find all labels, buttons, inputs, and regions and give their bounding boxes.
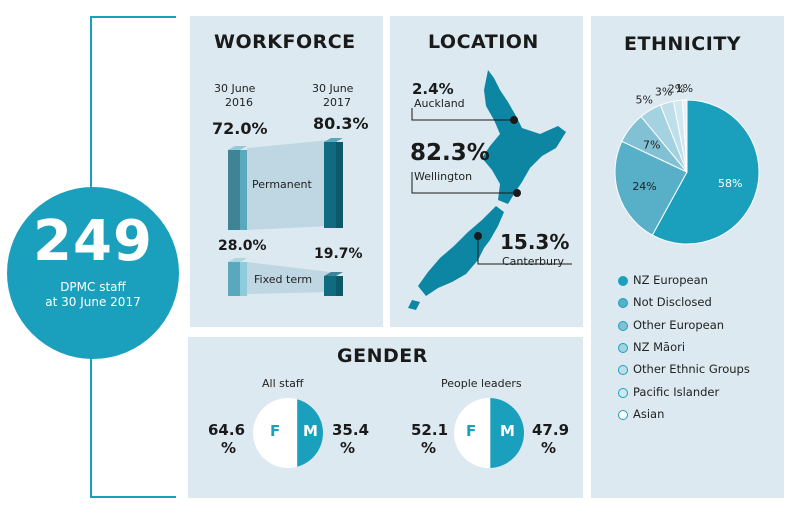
gender-male-half xyxy=(490,398,524,468)
ethnicity-pie-chart: 58% 24% 7% 5%3%2%1% xyxy=(614,82,760,245)
fixed-2017-bar-front xyxy=(324,276,336,296)
date-2017-line2: 2017 xyxy=(323,96,351,109)
legend-label: NZ Māori xyxy=(633,340,686,354)
wellington-marker xyxy=(513,189,521,197)
pie-data-label: 1% xyxy=(676,82,693,95)
permanent-2016-bar-side xyxy=(240,150,247,230)
leaders-gender-donut xyxy=(454,398,524,468)
pie-data-label: 58% xyxy=(718,177,742,190)
wellington-label: Wellington xyxy=(414,170,473,183)
workforce-title: WORKFORCE xyxy=(214,31,356,53)
headcount-number: 249 xyxy=(33,209,153,274)
all-staff-m-value: 35.4 xyxy=(332,421,370,439)
all-staff-m-pct: % xyxy=(340,439,356,457)
pie-data-label: 7% xyxy=(643,139,660,152)
canterbury-value: 15.3% xyxy=(500,230,570,254)
headcount-label-1: DPMC staff xyxy=(60,280,126,294)
permanent-2016-bar-front xyxy=(228,150,240,230)
leaders-f-letter: F xyxy=(466,422,477,440)
legend-swatch xyxy=(618,298,628,308)
permanent-label: Permanent xyxy=(252,178,312,191)
legend-label: NZ European xyxy=(633,273,708,287)
headcount-label-2: at 30 June 2017 xyxy=(45,295,141,309)
permanent-band xyxy=(247,140,330,230)
legend-swatch xyxy=(618,365,628,375)
auckland-marker xyxy=(510,116,518,124)
gender-male-half xyxy=(297,399,323,467)
leaders-m-letter: M xyxy=(500,422,515,440)
all-staff-f-pct: % xyxy=(221,439,237,457)
workforce-bars xyxy=(228,138,343,296)
legend-label: Not Disclosed xyxy=(633,295,712,309)
auckland-callout-line xyxy=(411,108,512,121)
ethnicity-title: ETHNICITY xyxy=(624,33,742,55)
legend-label: Pacific Islander xyxy=(633,385,720,399)
all-staff-gender-donut xyxy=(253,398,323,468)
all-staff-label: All staff xyxy=(262,377,304,390)
legend-swatch xyxy=(618,410,628,420)
fixed-2016-bar-side xyxy=(240,262,247,296)
legend-swatch xyxy=(618,276,628,286)
all-staff-m-letter: M xyxy=(303,422,318,440)
all-staff-f-letter: F xyxy=(270,422,281,440)
leaders-f-pct: % xyxy=(421,439,437,457)
nz-map-graphic xyxy=(408,70,572,310)
fixed-band xyxy=(247,262,330,294)
legend-swatch xyxy=(618,321,628,331)
permanent-2016-value: 72.0% xyxy=(212,119,268,138)
permanent-2017-bar-front xyxy=(324,142,336,228)
location-panel xyxy=(390,16,583,327)
pie-slice-nz-european xyxy=(651,99,760,245)
fixed-2016-value: 28.0% xyxy=(218,238,267,254)
legend-label: Asian xyxy=(633,407,665,421)
pie-data-label: 2% xyxy=(668,83,685,96)
auckland-label: Auckland xyxy=(414,97,465,110)
wellington-value: 82.3% xyxy=(410,140,490,166)
date-2016-line1: 30 June xyxy=(214,82,256,95)
pie-slice-asian xyxy=(681,99,688,173)
fixed-2017-value: 19.7% xyxy=(314,246,363,262)
pie-data-label: 5% xyxy=(636,94,653,107)
fixed-2016-bar-top xyxy=(228,258,247,262)
permanent-2017-bar-top xyxy=(324,138,343,142)
fixed-2017-bar-side xyxy=(336,276,343,296)
headcount-circle: 249 DPMC staff at 30 June 2017 xyxy=(7,187,179,359)
legend-label: Other European xyxy=(633,318,725,332)
legend-label: Other Ethnic Groups xyxy=(633,362,750,376)
north-island-shape xyxy=(482,70,566,204)
fixed-label: Fixed term xyxy=(254,273,313,286)
stewart-island-shape xyxy=(408,300,420,310)
auckland-value: 2.4% xyxy=(412,80,454,98)
fixed-2016-bar-front xyxy=(228,262,240,296)
south-island-shape xyxy=(418,206,504,296)
leaders-f-value: 52.1 xyxy=(411,421,449,439)
canterbury-marker xyxy=(474,232,482,240)
location-title: LOCATION xyxy=(428,31,539,53)
leaders-m-pct: % xyxy=(541,439,557,457)
canterbury-callout-line xyxy=(477,238,572,265)
pie-data-label: 24% xyxy=(632,180,656,193)
permanent-2016-bar-top xyxy=(228,146,247,150)
date-2017-line1: 30 June xyxy=(312,82,354,95)
legend-swatch xyxy=(618,388,628,398)
canterbury-label: Canterbury xyxy=(502,255,564,268)
leaders-label: People leaders xyxy=(441,377,522,390)
gender-title: GENDER xyxy=(337,345,428,367)
permanent-2017-bar-side xyxy=(336,142,343,228)
wellington-callout-line xyxy=(411,172,516,194)
pie-slice-not-disclosed xyxy=(614,140,688,236)
date-2016-line2: 2016 xyxy=(225,96,253,109)
permanent-2017-value: 80.3% xyxy=(313,114,369,133)
pie-data-label: 3% xyxy=(655,85,672,98)
fixed-2017-bar-top xyxy=(324,272,343,276)
all-staff-f-value: 64.6 xyxy=(208,421,246,439)
leaders-m-value: 47.9 xyxy=(532,421,570,439)
legend-swatch xyxy=(618,343,628,353)
